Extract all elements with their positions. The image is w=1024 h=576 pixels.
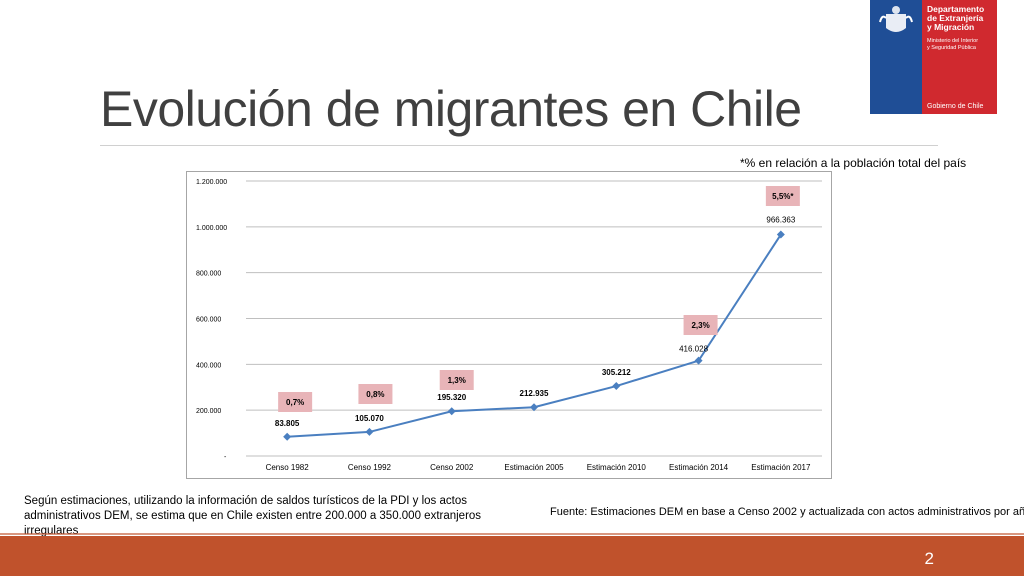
y-tick-label: 1.200.000	[196, 179, 227, 186]
data-point	[447, 407, 456, 416]
data-label: 83.805	[275, 419, 300, 428]
x-tick-label: Estimación 2017	[751, 463, 811, 472]
logo-text-2: de Extranjería	[927, 13, 983, 23]
y-tick-label: -	[224, 454, 227, 461]
data-point	[776, 230, 785, 239]
data-label: 966.363	[766, 216, 795, 225]
percentage-label: 2,3%	[691, 321, 709, 330]
footer-bar	[0, 536, 1024, 576]
migrants-line-chart: - 200.000 400.000 600.000 800.000 1.000.000 1.…	[186, 171, 832, 479]
data-label: 105.070	[355, 414, 384, 423]
x-tick-label: Estimación 2005	[504, 463, 564, 472]
logo-text-1: Departamento	[927, 4, 984, 14]
data-point	[365, 427, 374, 436]
logo-text-4: Ministerio del Interior	[927, 38, 978, 44]
title-divider	[100, 145, 938, 146]
percentage-box	[358, 384, 393, 404]
y-tick-label: 800.000	[196, 271, 221, 278]
x-tick-label: Estimación 2014	[669, 463, 729, 472]
data-point	[530, 403, 538, 412]
page-number: 2	[924, 549, 934, 568]
x-tick-label: Estimación 2010	[587, 463, 647, 472]
source-text: Fuente: Estimaciones DEM en base a Censo…	[550, 506, 1024, 518]
government-logo: Departamento de Extranjería y Migración …	[870, 0, 997, 114]
y-tick-label: 600.000	[196, 317, 221, 324]
y-tick-label: 1.000.000	[196, 225, 227, 232]
percentage-box	[765, 186, 800, 206]
percentage-box	[683, 315, 718, 335]
data-label: 416.028	[679, 345, 708, 354]
x-tick-label: Censo 2002	[430, 463, 474, 472]
percentage-label: 5,5%*	[772, 192, 794, 201]
percentage-box	[278, 392, 313, 412]
data-point	[283, 432, 292, 441]
data-label: 195.320	[437, 393, 466, 402]
data-label: 212.935	[520, 389, 549, 398]
data-label: 305.212	[602, 368, 631, 377]
data-point	[612, 382, 621, 391]
coat-of-arms-icon	[879, 6, 913, 32]
percentage-label: 1,3%	[448, 376, 466, 385]
x-tick-label: Censo 1992	[348, 463, 392, 472]
percentage-box	[439, 370, 474, 390]
slide-title: Evolución de migrantes en Chile	[100, 81, 802, 137]
footer-divider	[0, 533, 1024, 535]
percentage-note: *% en relación a la población total del …	[740, 156, 967, 170]
logo-text-5: y Seguridad Pública	[927, 45, 977, 51]
data-point	[694, 356, 703, 365]
x-tick-label: Censo 1982	[266, 463, 310, 472]
logo-text-3: y Migración	[927, 22, 974, 32]
percentage-label: 0,7%	[286, 398, 304, 407]
chart-frame	[186, 171, 832, 479]
logo-text-6: Gobierno de Chile	[927, 103, 984, 110]
y-tick-label: 400.000	[196, 362, 221, 369]
y-tick-label: 200.000	[196, 408, 221, 415]
percentage-label: 0,8%	[366, 390, 384, 399]
